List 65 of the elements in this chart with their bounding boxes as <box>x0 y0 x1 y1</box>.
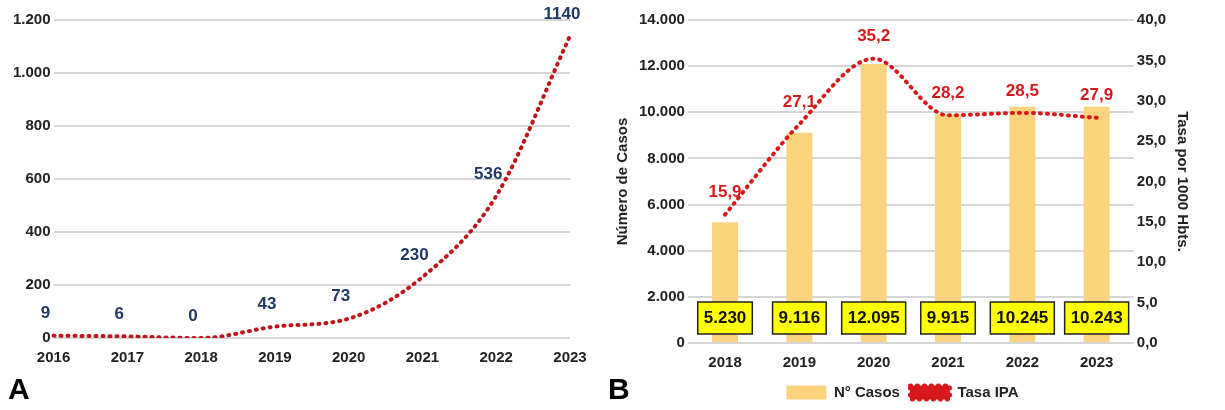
y-tick-label: 1.200 <box>12 10 51 28</box>
y2-tick-label: 25,0 <box>1136 131 1167 149</box>
y-tick-label: 14.000 <box>638 10 685 28</box>
data-label: 73 <box>331 286 351 306</box>
y-tick-label: 600 <box>25 169 51 187</box>
data-label: 10.243 <box>1070 307 1123 327</box>
x-tick-label: 2016 <box>36 348 71 366</box>
data-label: 9.915 <box>926 307 970 327</box>
legend-label: Tasa IPA <box>957 382 1019 400</box>
data-label: 9.116 <box>778 307 821 327</box>
y-tick-label: 1.000 <box>12 63 51 81</box>
y2-tick-label: 10,0 <box>1136 252 1167 270</box>
x-tick-label: 2020 <box>331 348 366 366</box>
data-label: 9 <box>40 303 51 323</box>
legend-label: N° Casos <box>833 382 900 400</box>
x-tick-label: 2021 <box>405 348 440 366</box>
data-label: 15,9 <box>708 182 742 202</box>
y2-tick-label: 40,0 <box>1136 10 1167 28</box>
y2-tick-label: 5,0 <box>1136 292 1158 310</box>
x-tick-label: 2021 <box>931 353 965 371</box>
x-tick-label: 2019 <box>258 348 292 366</box>
x-tick-label: 2018 <box>708 353 742 371</box>
data-label: 6 <box>114 304 125 324</box>
text: A <box>8 372 30 406</box>
y2-tick-label: 0,0 <box>1136 333 1158 351</box>
data-label: 0 <box>188 305 198 325</box>
data-label: 12.095 <box>847 307 900 327</box>
y-tick-label: 8.000 <box>647 148 685 166</box>
x-tick-label: 2022 <box>1005 353 1040 371</box>
y2-tick-label: 35,0 <box>1136 50 1167 68</box>
data-label: 27,9 <box>1080 85 1114 105</box>
y-tick-label: 12.000 <box>638 56 685 74</box>
y-tick-label: 400 <box>25 222 51 240</box>
x-tick-label: 2022 <box>479 348 513 366</box>
x-tick-label: 2019 <box>782 353 817 371</box>
y-tick-label: 4.000 <box>647 240 685 258</box>
y-axis-title: Número de Casos <box>613 117 631 246</box>
data-label: 28,2 <box>931 82 965 102</box>
line-series <box>51 33 572 338</box>
y-tick-label: 0 <box>42 328 51 346</box>
data-label: 28,5 <box>1005 80 1039 100</box>
x-tick-label: 2017 <box>110 348 144 366</box>
x-tick-label: 2023 <box>553 348 587 366</box>
data-label: 43 <box>257 294 277 314</box>
y2-tick-label: 20,0 <box>1136 171 1167 189</box>
x-tick-label: 2020 <box>856 353 891 371</box>
y-tick-label: 800 <box>25 116 51 134</box>
data-label: 1140 <box>543 3 581 23</box>
x-tick-label: 2018 <box>184 348 218 366</box>
y2-tick-label: 30,0 <box>1136 90 1167 108</box>
data-label: 10.245 <box>996 307 1049 327</box>
data-label: 536 <box>474 163 503 183</box>
text: B <box>608 372 630 406</box>
data-label: 27,1 <box>782 91 816 111</box>
data-label: 5.230 <box>703 307 747 327</box>
y-tick-label: 2.000 <box>647 287 685 304</box>
data-label: 230 <box>400 244 429 264</box>
y-tick-label: 6.000 <box>647 194 685 212</box>
data-label: 35,2 <box>857 26 891 46</box>
y-tick-label: 0 <box>676 333 685 351</box>
y2-tick-label: 15,0 <box>1136 212 1167 230</box>
y2-axis-title: Tasa por 1000 Hbts. <box>1174 111 1192 252</box>
x-tick-label: 2023 <box>1079 353 1114 371</box>
y-tick-label: 200 <box>25 275 51 293</box>
y-tick-label: 10.000 <box>638 102 685 120</box>
